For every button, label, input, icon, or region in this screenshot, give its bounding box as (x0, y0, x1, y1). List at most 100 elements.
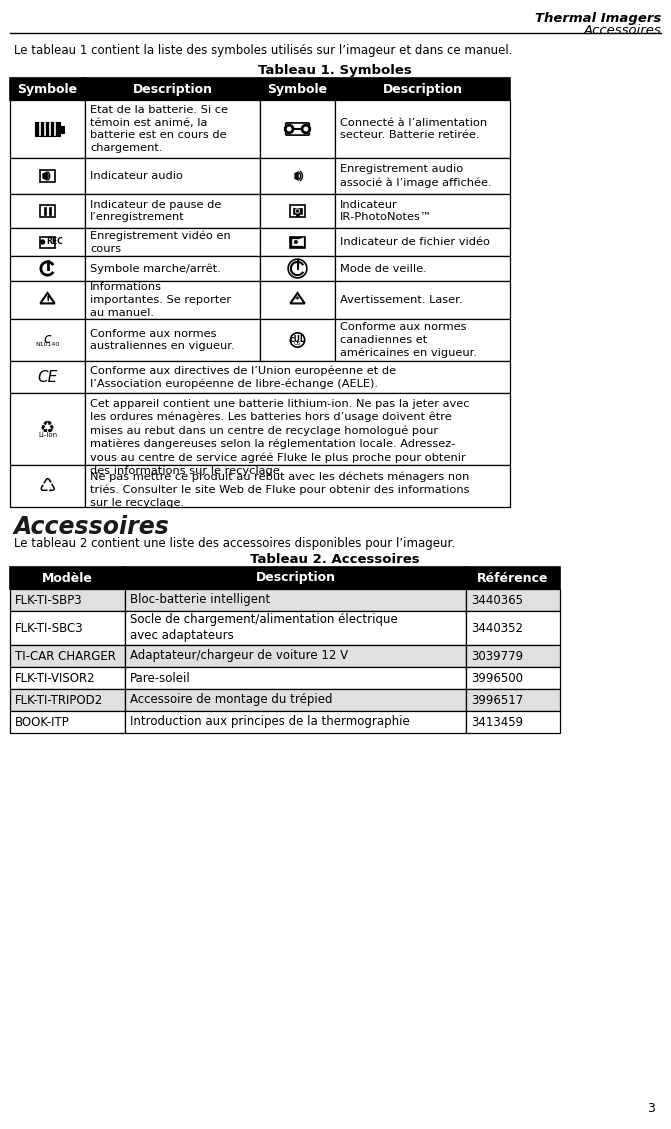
Polygon shape (295, 172, 299, 181)
Bar (335, 158, 510, 194)
Circle shape (295, 209, 300, 213)
Text: FLK-TI-SBP3: FLK-TI-SBP3 (15, 594, 83, 606)
Bar (260, 158, 335, 194)
Bar (260, 100, 335, 158)
Circle shape (287, 126, 291, 131)
Text: Description: Description (132, 82, 213, 96)
Bar (40, 205, 55, 217)
Bar (260, 78, 335, 100)
Bar (290, 236, 305, 247)
Bar (85, 256, 260, 281)
Text: Le tableau 2 contient une liste des accessoires disponibles pour l’imageur.: Le tableau 2 contient une liste des acce… (14, 537, 455, 550)
Bar (260, 320, 335, 361)
Text: cUL: cUL (290, 335, 305, 344)
Text: 3996500: 3996500 (471, 672, 523, 684)
Bar (260, 256, 335, 281)
Text: 3413459: 3413459 (471, 716, 523, 728)
Bar (10, 228, 85, 256)
Text: Accessoires: Accessoires (583, 24, 661, 37)
Bar (43, 174, 45, 178)
Bar (85, 361, 510, 393)
Text: Symbole: Symbole (17, 82, 78, 96)
Circle shape (40, 240, 44, 244)
Bar (260, 194, 335, 228)
Bar (10, 589, 125, 611)
Bar (40, 236, 55, 247)
Bar (85, 393, 510, 465)
Text: !: ! (45, 296, 50, 306)
Text: Connecté à l’alimentation
secteur. Batterie retirée.: Connecté à l’alimentation secteur. Batte… (340, 117, 487, 140)
Bar (85, 465, 510, 507)
Bar (85, 194, 260, 228)
Text: Indicateur audio: Indicateur audio (90, 170, 183, 181)
Text: Description: Description (382, 82, 462, 96)
Bar (293, 208, 302, 215)
Text: Adaptateur/chargeur de voiture 12 V: Adaptateur/chargeur de voiture 12 V (130, 649, 348, 663)
Text: FLK-TI-SBC3: FLK-TI-SBC3 (15, 621, 84, 634)
Bar (125, 589, 466, 611)
Text: Thermal Imagers: Thermal Imagers (535, 12, 661, 25)
Polygon shape (300, 238, 303, 246)
Bar (10, 667, 125, 689)
Bar (10, 567, 125, 589)
Bar (85, 78, 260, 100)
Bar (335, 256, 510, 281)
Circle shape (301, 124, 311, 133)
Bar (125, 611, 466, 645)
Bar (35, 122, 60, 135)
Bar (10, 711, 125, 733)
Bar (44, 207, 46, 215)
Text: Pare-soleil: Pare-soleil (130, 672, 191, 684)
Text: Socle de chargement/alimentation électrique
avec adaptateurs: Socle de chargement/alimentation électri… (130, 613, 398, 642)
Bar (125, 567, 466, 589)
Text: Symbole marche/arrêt.: Symbole marche/arrêt. (90, 263, 221, 273)
Text: Indicateur de fichier vidéo: Indicateur de fichier vidéo (340, 237, 490, 247)
Bar (10, 611, 125, 645)
Bar (10, 465, 85, 507)
Text: Introduction aux principes de la thermographie: Introduction aux principes de la thermog… (130, 716, 410, 728)
Text: Avertissement. Laser.: Avertissement. Laser. (340, 295, 462, 305)
Bar (335, 281, 510, 320)
Bar (260, 228, 335, 256)
Bar (466, 589, 560, 611)
Text: ♺: ♺ (39, 476, 56, 496)
Text: Symbole: Symbole (268, 82, 327, 96)
Text: 3440352: 3440352 (471, 621, 523, 634)
Bar (125, 689, 466, 711)
Text: BOOK-ITP: BOOK-ITP (15, 716, 70, 728)
Text: Accessoire de montage du trépied: Accessoire de montage du trépied (130, 693, 333, 707)
Text: Tableau 1. Symboles: Tableau 1. Symboles (258, 64, 412, 77)
Bar (85, 320, 260, 361)
Bar (10, 689, 125, 711)
Bar (48, 207, 51, 215)
Circle shape (285, 124, 294, 133)
Bar (125, 667, 466, 689)
Bar (10, 78, 85, 100)
Text: Informations
importantes. Se reporter
au manuel.: Informations importantes. Se reporter au… (90, 282, 231, 317)
Bar (335, 194, 510, 228)
Text: Cet appareil contient une batterie lithium-ion. Ne pas la jeter avec
les ordures: Cet appareil contient une batterie lithi… (90, 399, 470, 475)
Text: CE: CE (38, 369, 58, 385)
Text: Conforme aux normes
canadiennes et
américaines en vigueur.: Conforme aux normes canadiennes et améri… (340, 322, 477, 358)
Bar (10, 320, 85, 361)
Bar (335, 100, 510, 158)
Text: FLK-TI-TRIPOD2: FLK-TI-TRIPOD2 (15, 693, 103, 707)
Circle shape (294, 240, 297, 244)
Text: Référence: Référence (477, 571, 549, 585)
Text: Description: Description (256, 571, 336, 585)
Bar (466, 567, 560, 589)
Bar (10, 645, 125, 667)
Bar (85, 281, 260, 320)
Text: 3039779: 3039779 (471, 649, 523, 663)
Bar (292, 239, 300, 245)
Bar (335, 320, 510, 361)
Bar (60, 125, 64, 132)
Text: 3996517: 3996517 (471, 693, 523, 707)
Text: Modèle: Modèle (42, 571, 93, 585)
Text: Enregistrement audio
associé à l’image affichée.: Enregistrement audio associé à l’image a… (340, 164, 492, 187)
Text: TI-CAR CHARGER: TI-CAR CHARGER (15, 649, 116, 663)
Bar (125, 711, 466, 733)
Text: 3440365: 3440365 (471, 594, 523, 606)
Text: Conforme aux directives de l’Union européenne et de
l’Association européenne de : Conforme aux directives de l’Union europ… (90, 365, 396, 390)
Bar (85, 228, 260, 256)
